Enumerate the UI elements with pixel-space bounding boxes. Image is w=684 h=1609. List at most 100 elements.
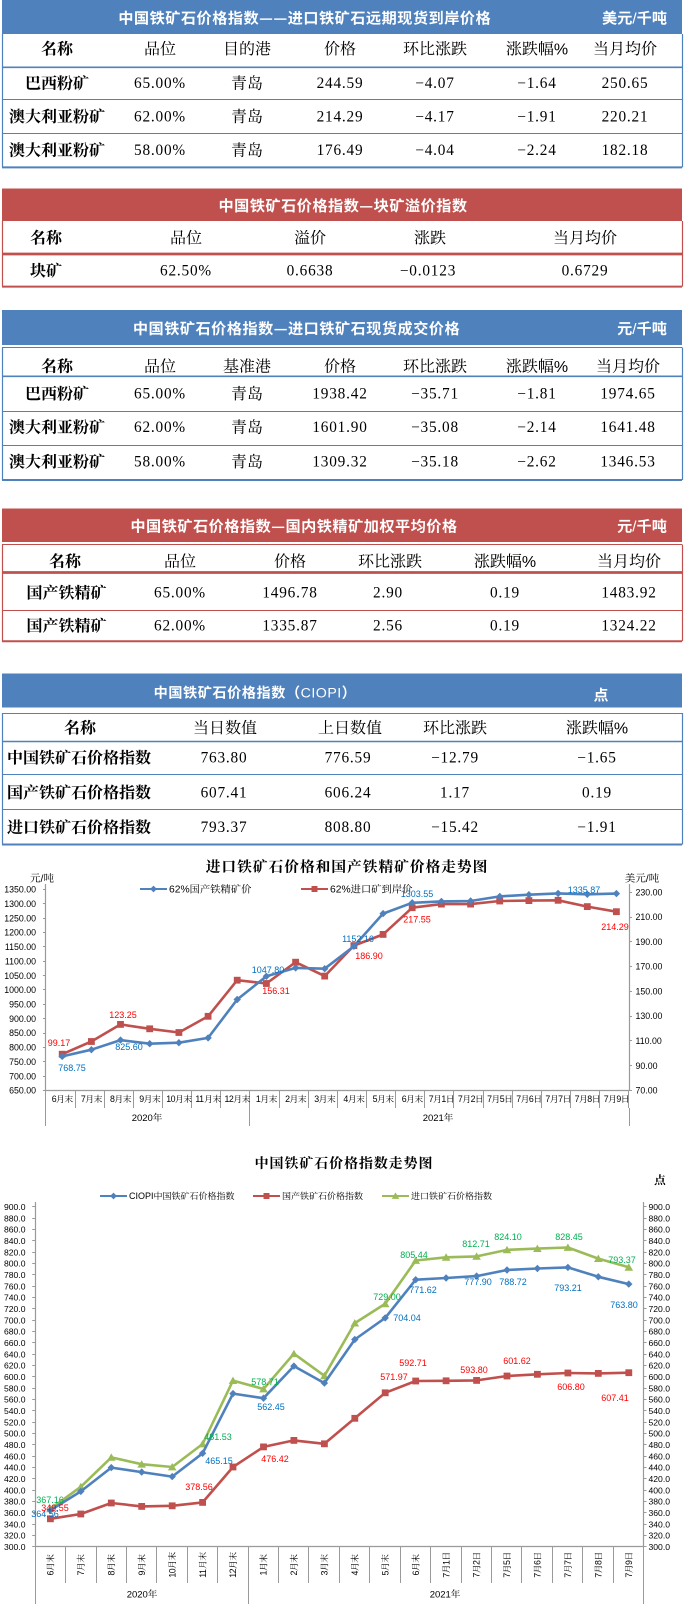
svg-text:465.15: 465.15 — [205, 1456, 233, 1466]
svg-text:5: 5 — [373, 1094, 378, 1104]
svg-text:1641.48: 1641.48 — [600, 419, 655, 436]
svg-text:660.0: 660.0 — [4, 1338, 26, 1348]
svg-text:593.80: 593.80 — [460, 1365, 488, 1375]
svg-text:156.31: 156.31 — [262, 986, 290, 996]
svg-text:5: 5 — [502, 1560, 512, 1565]
svg-text:1150.00: 1150.00 — [5, 942, 36, 952]
svg-text:793.37: 793.37 — [608, 1255, 636, 1265]
svg-text:776.59: 776.59 — [325, 750, 372, 767]
svg-text:1974.65: 1974.65 — [600, 386, 655, 403]
svg-text:320.0: 320.0 — [4, 1531, 26, 1541]
svg-text:7: 7 — [458, 1094, 463, 1104]
svg-text:950.00: 950.00 — [9, 1000, 36, 1010]
svg-text:1335.87: 1335.87 — [262, 618, 317, 635]
svg-text:−12.79: −12.79 — [431, 750, 479, 767]
svg-text:500.0: 500.0 — [649, 1429, 671, 1439]
svg-text:480.0: 480.0 — [4, 1440, 26, 1450]
svg-text:8: 8 — [106, 1570, 116, 1575]
svg-text:2: 2 — [285, 1094, 290, 1104]
svg-text:4: 4 — [343, 1094, 348, 1104]
svg-text:760.0: 760.0 — [4, 1281, 26, 1291]
svg-text:12: 12 — [225, 1094, 234, 1104]
svg-text:110.00: 110.00 — [636, 1036, 662, 1046]
svg-text:7: 7 — [502, 1573, 512, 1578]
svg-text:1309.32: 1309.32 — [312, 454, 367, 471]
svg-text:771.62: 771.62 — [409, 1285, 437, 1295]
svg-text:1350.00: 1350.00 — [4, 885, 36, 895]
svg-text:700.0: 700.0 — [4, 1315, 26, 1325]
svg-text:7: 7 — [545, 1094, 550, 1104]
svg-text:1050.00: 1050.00 — [4, 971, 36, 981]
svg-text:580.0: 580.0 — [649, 1383, 671, 1393]
svg-text:6: 6 — [533, 1560, 543, 1565]
svg-text:1346.53: 1346.53 — [600, 454, 655, 471]
svg-text:820.0: 820.0 — [4, 1247, 26, 1257]
svg-text:0.19: 0.19 — [490, 585, 520, 602]
svg-text:−2.62: −2.62 — [517, 454, 556, 471]
svg-text:592.71: 592.71 — [399, 1358, 427, 1368]
svg-text:440.0: 440.0 — [4, 1463, 26, 1473]
svg-text:720.0: 720.0 — [4, 1304, 26, 1314]
svg-text:850.00: 850.00 — [9, 1028, 36, 1038]
svg-text:460.0: 460.0 — [649, 1451, 671, 1461]
svg-text:380.0: 380.0 — [649, 1497, 671, 1507]
svg-text:−1.64: −1.64 — [517, 75, 556, 92]
svg-text:/: / — [632, 519, 637, 536]
svg-text:562.45: 562.45 — [257, 1402, 285, 1412]
svg-text:480.0: 480.0 — [649, 1440, 671, 1450]
svg-text:0.6729: 0.6729 — [562, 263, 609, 280]
svg-text:62.50%: 62.50% — [160, 263, 212, 280]
svg-text:7: 7 — [563, 1560, 573, 1565]
svg-text:7: 7 — [487, 1094, 492, 1104]
svg-text:0.19: 0.19 — [490, 618, 520, 635]
svg-text:400.0: 400.0 — [4, 1485, 26, 1495]
svg-text:−35.18: −35.18 — [411, 454, 459, 471]
svg-text:6: 6 — [46, 1571, 56, 1576]
svg-text:320.0: 320.0 — [649, 1531, 671, 1541]
svg-text:1: 1 — [259, 1570, 269, 1575]
svg-text:90.00: 90.00 — [636, 1061, 658, 1071]
svg-text:8: 8 — [110, 1094, 115, 1104]
svg-text:825.60: 825.60 — [115, 1042, 143, 1052]
svg-text:−1.65: −1.65 — [577, 750, 616, 767]
svg-text:680.0: 680.0 — [4, 1327, 26, 1337]
svg-text:58.00%: 58.00% — [134, 142, 186, 159]
svg-text:364.56: 364.56 — [31, 1509, 59, 1519]
svg-text:860.0: 860.0 — [4, 1225, 26, 1235]
svg-text:−0.0123: −0.0123 — [400, 263, 456, 280]
svg-text:763.80: 763.80 — [610, 1300, 638, 1310]
svg-text:7: 7 — [81, 1094, 86, 1104]
svg-text:1938.42: 1938.42 — [312, 386, 367, 403]
svg-text:378.56: 378.56 — [185, 1482, 213, 1492]
svg-text:763.80: 763.80 — [201, 750, 248, 767]
svg-text:9: 9 — [139, 1094, 144, 1104]
svg-text:244.59: 244.59 — [317, 75, 364, 92]
svg-text:700.0: 700.0 — [649, 1315, 671, 1325]
svg-text:10: 10 — [167, 1568, 177, 1577]
svg-text:62%: 62% — [330, 885, 351, 896]
svg-text:62.00%: 62.00% — [154, 618, 206, 635]
svg-text:1000.00: 1000.00 — [4, 985, 36, 995]
svg-text:−4.17: −4.17 — [415, 108, 454, 125]
svg-text:1300.00: 1300.00 — [4, 899, 36, 909]
svg-text:−4.04: −4.04 — [415, 142, 454, 159]
svg-text:150.00: 150.00 — [636, 987, 663, 997]
svg-text:777.90: 777.90 — [464, 1277, 492, 1287]
svg-text:9: 9 — [137, 1571, 147, 1576]
svg-text:2.90: 2.90 — [373, 585, 403, 602]
svg-text:793.21: 793.21 — [554, 1283, 582, 1293]
svg-text:4: 4 — [350, 1571, 360, 1576]
svg-text:680.0: 680.0 — [649, 1327, 671, 1337]
svg-text:6: 6 — [411, 1570, 421, 1575]
svg-text:420.0: 420.0 — [4, 1474, 26, 1484]
svg-text:1335.87: 1335.87 — [568, 885, 601, 895]
svg-text:0.19: 0.19 — [582, 784, 612, 801]
svg-text:6: 6 — [52, 1094, 57, 1104]
svg-text:640.0: 640.0 — [649, 1349, 671, 1359]
svg-text:650.00: 650.00 — [9, 1086, 36, 1096]
svg-text:800.0: 800.0 — [4, 1259, 26, 1269]
svg-text:2: 2 — [471, 1094, 476, 1104]
svg-text:607.41: 607.41 — [201, 784, 248, 801]
svg-text:3: 3 — [320, 1570, 330, 1575]
svg-text:1.17: 1.17 — [440, 784, 470, 801]
